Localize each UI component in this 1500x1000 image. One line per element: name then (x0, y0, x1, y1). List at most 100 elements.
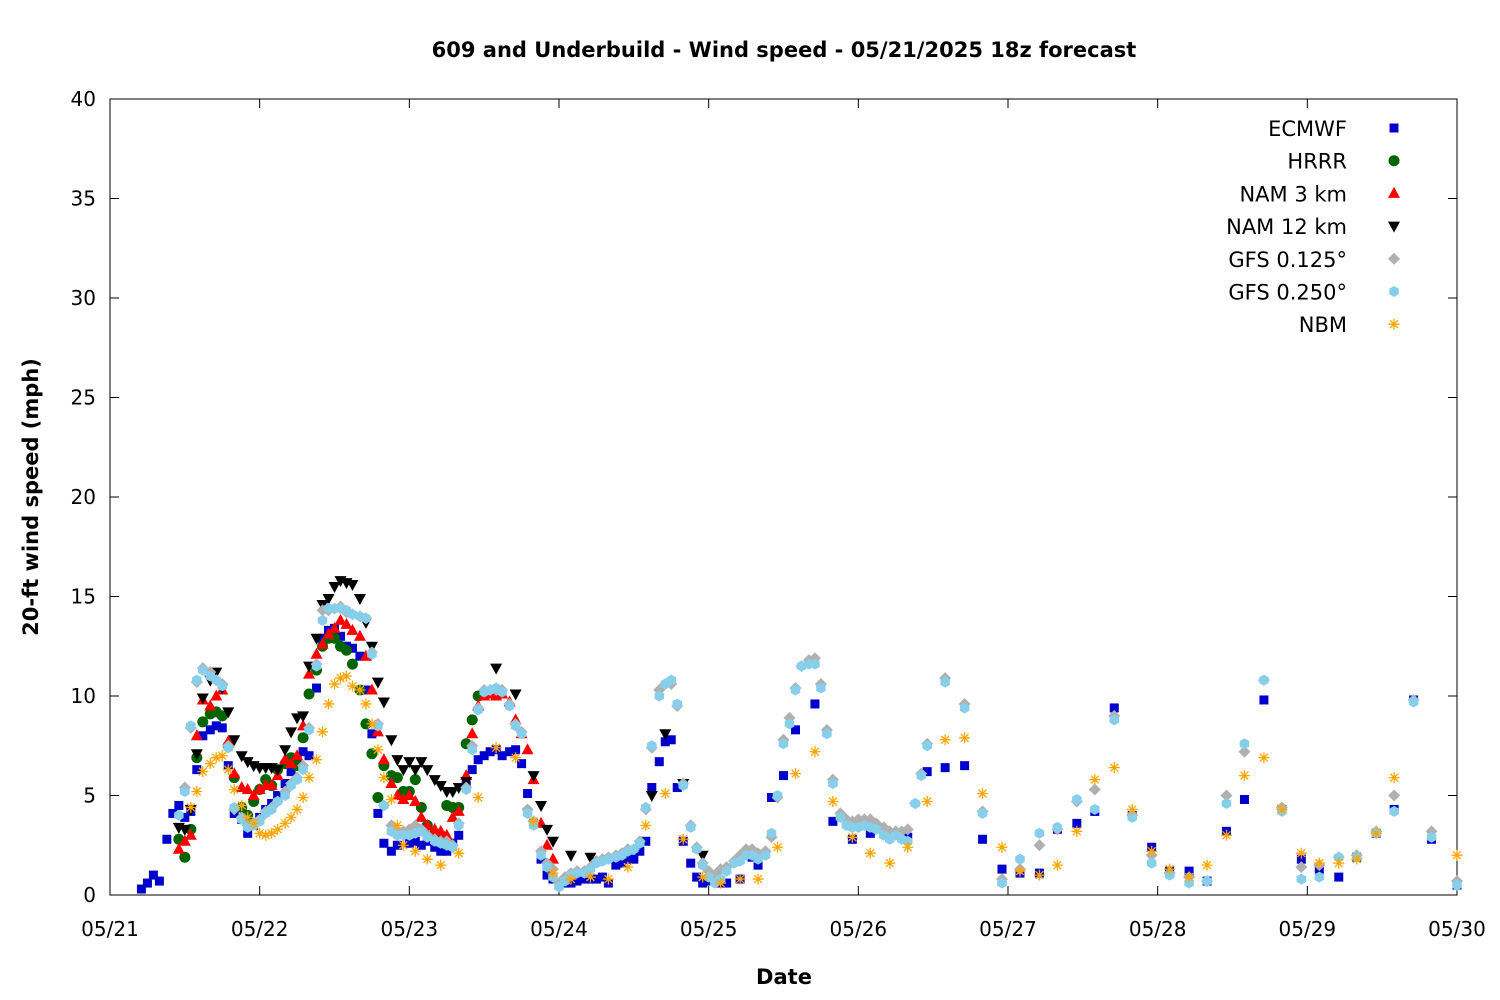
legend-marker (1388, 252, 1400, 265)
data-point (1051, 859, 1063, 871)
data-point (286, 767, 296, 777)
data-point (641, 801, 651, 813)
data-point (197, 766, 209, 778)
data-point (379, 799, 389, 811)
y-tick-label: 0 (83, 883, 96, 907)
data-point (197, 716, 209, 728)
data-point (528, 815, 540, 827)
data-point (162, 834, 172, 844)
data-point (403, 757, 416, 769)
data-point (210, 752, 222, 764)
data-point (784, 718, 795, 730)
data-point (241, 783, 254, 795)
data-point (473, 755, 483, 765)
data-point (385, 777, 398, 789)
data-point (461, 784, 471, 796)
data-point (1089, 774, 1101, 786)
data-point (391, 755, 404, 767)
data-point (386, 846, 396, 856)
data-point (361, 612, 371, 624)
data-point (672, 783, 682, 793)
data-point (959, 702, 970, 714)
data-point (790, 725, 800, 735)
data-point (505, 747, 515, 757)
series-gfs-0-250- (174, 602, 1462, 893)
data-point (154, 876, 164, 886)
data-point (1295, 847, 1307, 859)
data-point (760, 849, 771, 861)
data-point (340, 670, 352, 682)
data-point (654, 757, 664, 767)
data-point (196, 693, 209, 705)
data-point (660, 737, 670, 747)
data-point (340, 644, 352, 656)
data-point (260, 829, 272, 841)
data-point (334, 672, 346, 684)
y-tick-label: 15 (71, 585, 96, 609)
data-point (579, 874, 589, 884)
data-point (835, 811, 846, 823)
data-point (977, 807, 988, 819)
data-point (285, 757, 298, 769)
data-point (403, 789, 416, 800)
data-point (467, 744, 477, 756)
data-point (453, 847, 465, 859)
data-point (298, 764, 308, 776)
data-point (940, 763, 950, 773)
x-tick-label: 05/26 (830, 917, 888, 941)
data-point (454, 830, 464, 840)
data-point (404, 838, 414, 848)
data-point (654, 690, 665, 702)
data-point (623, 854, 633, 864)
data-point (385, 735, 398, 747)
data-point (828, 816, 838, 826)
data-point (340, 617, 353, 629)
data-point (565, 873, 577, 885)
data-point (377, 753, 390, 765)
data-point (353, 629, 366, 641)
data-point (677, 833, 689, 845)
data-point (355, 651, 365, 661)
x-axis: 05/21 05/22 05/23 05/24 05/25 05/26 05/27 05/28… (81, 99, 1486, 941)
data-point (1146, 857, 1157, 869)
data-point (772, 841, 784, 853)
data-point (285, 811, 297, 823)
data-point (346, 623, 359, 635)
data-point (1451, 849, 1463, 861)
data-point (1071, 825, 1083, 837)
data-point (279, 817, 291, 829)
data-point (789, 768, 801, 780)
data-point (391, 819, 403, 831)
data-point (516, 728, 527, 740)
data-point (672, 698, 682, 710)
data-points (136, 576, 1463, 894)
data-point (922, 767, 932, 777)
data-point (372, 744, 384, 756)
legend-label: GFS 0.250° (1228, 281, 1347, 305)
data-point (297, 732, 309, 744)
data-point (436, 846, 446, 856)
y-tick-label: 25 (71, 386, 96, 410)
data-point (635, 846, 645, 856)
data-point (564, 850, 577, 862)
data-point (198, 731, 208, 741)
data-point (304, 751, 314, 761)
data-point (1201, 859, 1213, 871)
data-point (365, 683, 378, 695)
data-point (1296, 854, 1306, 864)
data-point (960, 761, 970, 771)
x-tick-label: 05/29 (1279, 917, 1337, 941)
legend-label: NBM (1299, 313, 1347, 337)
data-point (446, 810, 459, 822)
data-point (597, 872, 607, 882)
data-point (1388, 772, 1400, 784)
data-point (228, 767, 241, 779)
data-point (1276, 803, 1288, 815)
data-point (191, 786, 203, 798)
data-point (1164, 863, 1176, 875)
data-point (428, 775, 441, 787)
data-point (366, 748, 378, 760)
data-point (184, 828, 197, 840)
data-point (1221, 797, 1232, 809)
data-point (602, 873, 614, 885)
